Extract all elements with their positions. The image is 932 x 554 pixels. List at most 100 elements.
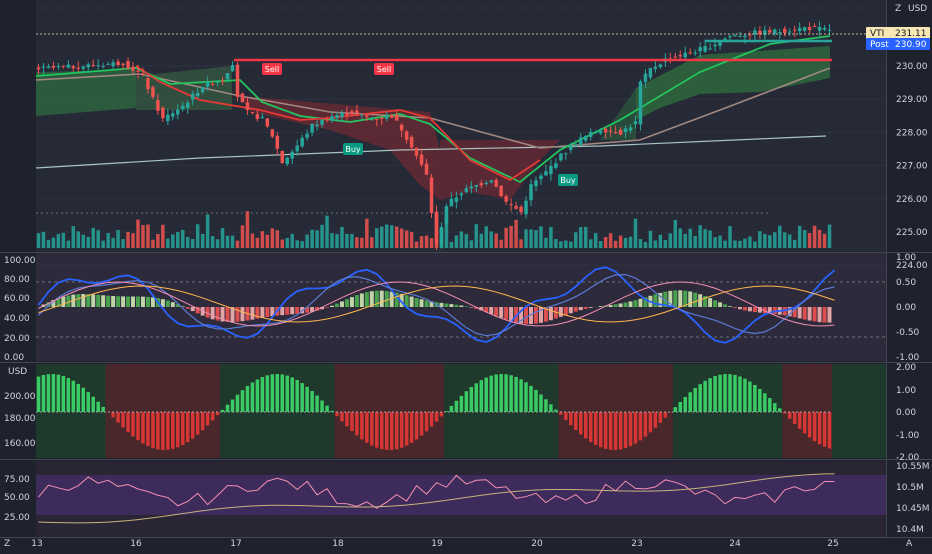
candle-body[interactable] xyxy=(325,119,328,120)
candle-body[interactable] xyxy=(121,64,124,65)
candle-body[interactable] xyxy=(370,119,373,120)
candle-body[interactable] xyxy=(390,115,393,118)
candle-body[interactable] xyxy=(42,67,45,68)
candle-body[interactable] xyxy=(380,118,383,119)
candle-body[interactable] xyxy=(375,119,378,120)
candle-body[interactable] xyxy=(450,199,453,206)
candle-body[interactable] xyxy=(629,127,632,130)
candle-body[interactable] xyxy=(305,134,308,138)
candle-body[interactable] xyxy=(141,73,144,74)
candle-body[interactable] xyxy=(146,78,149,89)
candle-body[interactable] xyxy=(649,68,652,77)
candle-body[interactable] xyxy=(679,55,682,56)
candle-body[interactable] xyxy=(256,114,259,119)
candle-body[interactable] xyxy=(728,36,731,37)
candle-body[interactable] xyxy=(594,132,597,133)
candle-body[interactable] xyxy=(186,103,189,108)
candle-body[interactable] xyxy=(569,146,572,150)
candle-body[interactable] xyxy=(236,65,239,97)
candle-body[interactable] xyxy=(67,65,70,68)
candle-body[interactable] xyxy=(62,66,65,67)
candle-body[interactable] xyxy=(77,68,80,69)
candle-body[interactable] xyxy=(101,66,104,67)
candle-body[interactable] xyxy=(674,57,677,58)
buy-signal-label[interactable]: Buy xyxy=(343,143,363,155)
candle-body[interactable] xyxy=(415,148,418,156)
candle-body[interactable] xyxy=(524,201,527,215)
candle-body[interactable] xyxy=(818,27,821,31)
candle-body[interactable] xyxy=(445,206,448,224)
candle-body[interactable] xyxy=(504,196,507,201)
candle-body[interactable] xyxy=(330,116,333,121)
candle-body[interactable] xyxy=(395,115,398,121)
candle-body[interactable] xyxy=(529,184,532,200)
candle-body[interactable] xyxy=(460,194,463,196)
candle-body[interactable] xyxy=(659,64,662,67)
candle-body[interactable] xyxy=(614,132,617,133)
sell-signal-label[interactable]: Sell xyxy=(374,63,394,75)
candle-body[interactable] xyxy=(82,67,85,69)
candle-body[interactable] xyxy=(584,136,587,141)
candle-body[interactable] xyxy=(823,28,826,30)
candle-body[interactable] xyxy=(365,115,368,117)
candle-body[interactable] xyxy=(231,65,234,71)
candle-body[interactable] xyxy=(310,124,313,133)
candle-body[interactable] xyxy=(131,67,134,71)
candle-body[interactable] xyxy=(544,171,547,175)
candle-body[interactable] xyxy=(206,82,209,87)
candle-body[interactable] xyxy=(654,67,657,69)
candle-body[interactable] xyxy=(514,206,517,209)
candle-body[interactable] xyxy=(320,120,323,125)
candle-body[interactable] xyxy=(480,183,483,185)
candle-body[interactable] xyxy=(604,129,607,133)
candle-body[interactable] xyxy=(554,163,557,168)
sell-signal-label[interactable]: Sell xyxy=(262,63,282,75)
candle-body[interactable] xyxy=(698,47,701,51)
candle-body[interactable] xyxy=(290,152,293,159)
candle-body[interactable] xyxy=(261,117,264,118)
candle-body[interactable] xyxy=(405,131,408,139)
candle-body[interactable] xyxy=(37,67,40,69)
candle-body[interactable] xyxy=(599,131,602,134)
candle-body[interactable] xyxy=(788,32,791,33)
candle-body[interactable] xyxy=(126,61,129,68)
candle-body[interactable] xyxy=(425,164,428,175)
candle-body[interactable] xyxy=(251,112,254,113)
candle-body[interactable] xyxy=(96,65,99,66)
candle-body[interactable] xyxy=(435,212,438,244)
candle-body[interactable] xyxy=(718,42,721,46)
candle-body[interactable] xyxy=(52,66,55,68)
candle-body[interactable] xyxy=(285,158,288,164)
candle-body[interactable] xyxy=(743,36,746,38)
candle-body[interactable] xyxy=(713,45,716,47)
candle-body[interactable] xyxy=(470,186,473,188)
candle-body[interactable] xyxy=(226,73,229,79)
candle-body[interactable] xyxy=(798,28,801,31)
candle-body[interactable] xyxy=(211,84,214,85)
candle-body[interactable] xyxy=(768,30,771,32)
candle-body[interactable] xyxy=(176,110,179,115)
candle-body[interactable] xyxy=(430,177,433,213)
candle-body[interactable] xyxy=(300,138,303,147)
candle-body[interactable] xyxy=(703,46,706,52)
candle-body[interactable] xyxy=(748,34,751,35)
candle-body[interactable] xyxy=(106,64,109,65)
candle-body[interactable] xyxy=(579,137,582,145)
candle-body[interactable] xyxy=(156,100,159,111)
candle-body[interactable] xyxy=(315,125,318,127)
candle-body[interactable] xyxy=(295,146,298,152)
candle-body[interactable] xyxy=(335,115,338,118)
candle-body[interactable] xyxy=(634,121,637,124)
candle-body[interactable] xyxy=(276,136,279,149)
candle-body[interactable] xyxy=(171,113,174,116)
candle-body[interactable] xyxy=(589,132,592,137)
candle-body[interactable] xyxy=(708,48,711,49)
candle-body[interactable] xyxy=(693,53,696,54)
candle-body[interactable] xyxy=(400,125,403,131)
candle-body[interactable] xyxy=(534,180,537,186)
candle-body[interactable] xyxy=(564,153,567,154)
candle-body[interactable] xyxy=(549,166,552,174)
candle-body[interactable] xyxy=(201,87,204,92)
candle-body[interactable] xyxy=(609,131,612,132)
